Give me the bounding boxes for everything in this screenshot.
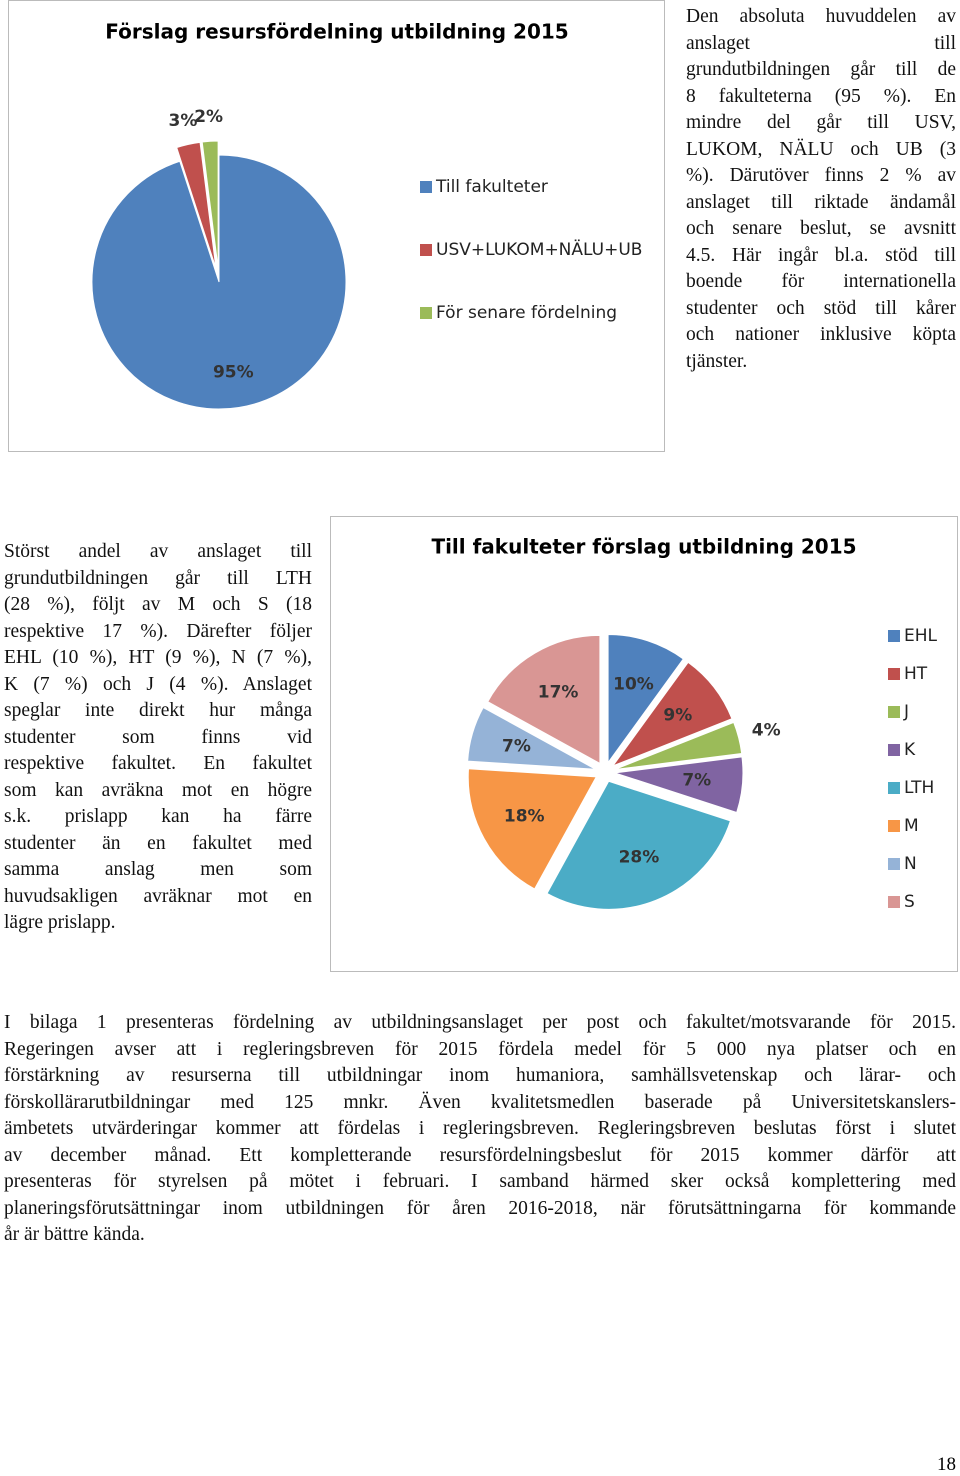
- text-line: förstärkning av resurserna till utbildni…: [4, 1065, 956, 1086]
- text-line: %). Därutöver finns 2 % av: [686, 165, 956, 186]
- text-line: studenter som finns vid: [4, 726, 312, 748]
- text-line: av december månad. Ett kompletterande re…: [4, 1144, 956, 1166]
- legend-swatch: [888, 744, 900, 756]
- text-line: speglar inte direkt hur många: [4, 700, 312, 721]
- text-line: och nationer inklusive köpta: [686, 324, 956, 345]
- slice-label: 7%: [682, 771, 711, 791]
- text-line: grundutbildningen går till LTH: [4, 567, 312, 589]
- text-line: ämbetets utvärderingar kommer att fördel…: [4, 1118, 956, 1139]
- slice-label: 2%: [194, 107, 223, 127]
- text-line: I bilaga 1 presenteras fördelning av utb…: [4, 1012, 956, 1033]
- text-line: huvudsakligen avräknar mot en: [4, 885, 312, 907]
- text-line: boende för internationella: [686, 271, 956, 292]
- pie-slice: [176, 141, 217, 269]
- paragraph: I bilaga 1 presenteras fördelning av utb…: [4, 1010, 956, 1249]
- text-line: år är bättre kända.: [4, 1224, 145, 1245]
- legend-label: HT: [904, 664, 928, 684]
- chart-2: Till fakulteter förslag utbildning 2015 …: [330, 516, 958, 972]
- text-line: 4.5. Här ingår bl.a. stöd till: [686, 244, 956, 266]
- slice-label: 18%: [504, 806, 545, 826]
- text-line: Den absoluta huvuddelen av: [686, 6, 956, 27]
- text-line: EHL (10 %), HT (9 %), N (7 %),: [4, 647, 312, 668]
- text-line: 8 fakulteterna (95 %). En: [686, 85, 956, 107]
- legend-label: K: [904, 740, 916, 760]
- pie-slice: [607, 633, 685, 765]
- legend-swatch: [420, 181, 432, 193]
- slice-label: 3%: [169, 111, 198, 131]
- text-line: mindre del går till USV,: [686, 112, 956, 133]
- slice-label: 10%: [613, 674, 654, 694]
- legend-swatch: [420, 307, 432, 319]
- pie-slice: [611, 661, 733, 767]
- text-line: anslaget till riktade ändamål: [686, 191, 956, 213]
- legend-swatch: [420, 244, 432, 256]
- slice-label: 17%: [538, 683, 579, 703]
- legend-swatch: [888, 706, 900, 718]
- pie-slice: [201, 140, 219, 269]
- chart-title: Förslag resursfördelning utbildning 2015: [105, 20, 568, 44]
- slice-label: 7%: [502, 736, 531, 756]
- text-line: grundutbildningen går till de: [686, 59, 956, 80]
- slice-label: 28%: [619, 848, 660, 868]
- text-line: studenter och stöd till kårer: [686, 297, 956, 319]
- paragraph: Störst andel av anslaget till grundutbild…: [4, 539, 312, 937]
- pie-slice: [546, 780, 732, 910]
- text-line: LUKOM, NÄLU och UB (3: [686, 138, 956, 160]
- text-line: respektive 17 %). Därefter följer: [4, 620, 312, 642]
- legend-swatch: [888, 896, 900, 908]
- pie-slice: [91, 154, 347, 410]
- legend-label: J: [903, 702, 909, 722]
- chart-1: Förslag resursfördelning utbildning 2015…: [8, 0, 665, 452]
- text-line: lägre prislapp.: [4, 912, 116, 933]
- legend-swatch: [888, 782, 900, 794]
- page-number: 18: [937, 1454, 956, 1475]
- text-line: (28 %), följt av M och S (18: [4, 594, 312, 615]
- pie-slice: [614, 756, 744, 814]
- pie-slice: [614, 721, 743, 771]
- text-line: Störst andel av anslaget till: [4, 541, 312, 562]
- text-line: Regeringen avser att i regleringsbreven …: [4, 1038, 956, 1060]
- legend-label: LTH: [904, 778, 934, 798]
- slice-label: 9%: [663, 706, 692, 726]
- text-line: respektive fakultet. En fakultet: [4, 753, 312, 774]
- legend-swatch: [888, 630, 900, 642]
- pie-slice: [487, 634, 601, 765]
- chart-title: Till fakulteter förslag utbildning 2015: [431, 535, 856, 559]
- text-line: och senare beslut, se avsnitt: [686, 218, 956, 239]
- legend-label: N: [904, 854, 917, 874]
- text-line: anslaget till: [686, 32, 956, 54]
- text-line: samma anslag men som: [4, 859, 312, 880]
- legend-label: Till fakulteter: [435, 177, 548, 197]
- paragraph: Den absoluta huvuddelen av anslaget till g…: [686, 4, 956, 375]
- text-line: tjänster.: [686, 350, 748, 372]
- legend-swatch: [888, 858, 900, 870]
- legend-label: EHL: [904, 626, 938, 646]
- text-line: som kan avräkna mot en högre: [4, 779, 312, 801]
- legend-swatch: [888, 668, 900, 680]
- legend-label: M: [904, 816, 919, 836]
- text-line: planeringsförutsättningar inom utbildnin…: [4, 1197, 956, 1219]
- legend-label: För senare fördelning: [436, 303, 617, 323]
- pie-slice: [467, 768, 598, 890]
- text-line: s.k. prislapp kan ha färre: [4, 806, 312, 827]
- text-line: K (7 %) och J (4 %). Anslaget: [4, 673, 312, 695]
- pie-slice: [467, 706, 596, 770]
- legend-label: S: [904, 892, 915, 912]
- slice-label: 4%: [752, 721, 781, 741]
- text-line: förskollärarutbildningar med 125 mnkr. Ä…: [4, 1091, 956, 1113]
- legend-label: USV+LUKOM+NÄLU+UB: [436, 239, 642, 260]
- legend-swatch: [888, 820, 900, 832]
- slice-label: 95%: [213, 362, 254, 382]
- text-line: presenteras för styrelsen på mötet i feb…: [4, 1171, 956, 1192]
- text-line: studenter än en fakultet med: [4, 832, 312, 854]
